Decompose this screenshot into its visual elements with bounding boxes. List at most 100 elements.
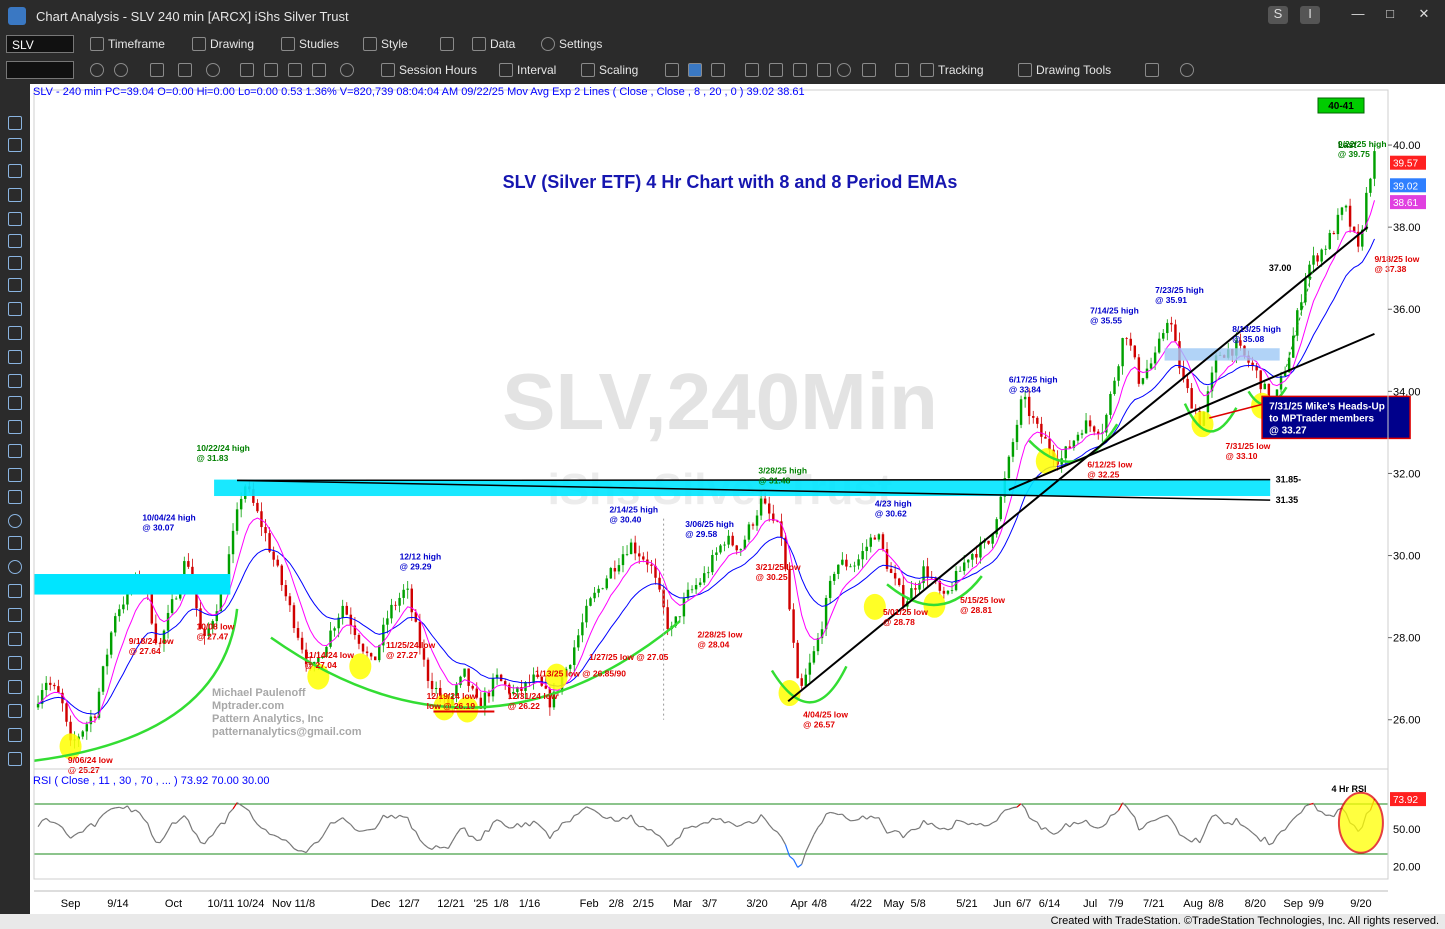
x-tick-label: Nov <box>272 898 292 910</box>
hide-drawings-icon[interactable] <box>1180 63 1194 77</box>
rsi-segment <box>906 829 912 834</box>
regression-icon[interactable] <box>8 278 22 292</box>
fibonacci-icon[interactable] <box>8 302 22 316</box>
zoom-out-icon[interactable] <box>745 63 759 77</box>
candlestick-icon[interactable] <box>688 63 702 77</box>
text-icon[interactable] <box>8 608 22 622</box>
x-tick-label: 8/20 <box>1245 898 1266 910</box>
rsi-tag-box <box>1390 792 1426 807</box>
data-menu[interactable]: Data <box>490 37 516 51</box>
zoom-in-icon[interactable] <box>769 63 783 77</box>
session-hours-menu[interactable]: Session Hours <box>399 63 478 77</box>
interval-menu[interactable]: Interval <box>517 63 557 77</box>
rectangle-icon[interactable] <box>8 536 22 550</box>
text-tool-icon[interactable] <box>1145 63 1159 77</box>
style-menu[interactable]: Style <box>381 37 408 51</box>
rsi-segment <box>797 863 803 868</box>
interval-link-i-button[interactable]: I <box>1300 6 1320 24</box>
gann-icon[interactable] <box>8 374 22 388</box>
alert-icon[interactable] <box>340 63 354 77</box>
crosshair-tool-icon[interactable] <box>8 138 22 152</box>
rsi-segment <box>996 814 1002 822</box>
symbol-link-s-button[interactable]: S <box>1268 6 1288 24</box>
drawing-menu[interactable]: Drawing <box>210 37 255 51</box>
square-icon[interactable] <box>8 584 22 598</box>
rsi-segment <box>1215 814 1221 820</box>
rsi-segment <box>935 826 941 830</box>
refresh-icon[interactable] <box>90 63 104 77</box>
print-icon[interactable] <box>288 63 302 77</box>
tracking-menu[interactable]: Tracking <box>938 63 984 77</box>
scroll-right-icon[interactable] <box>817 63 831 77</box>
candle-body <box>365 651 369 654</box>
chart-area[interactable]: SLV,240Min iShs Silver Trust 31.85-31.35… <box>30 84 1445 914</box>
magnifier-icon[interactable] <box>837 63 851 77</box>
ellipse-icon[interactable] <box>8 560 22 574</box>
rsi-segment <box>1224 822 1229 825</box>
candle-body <box>853 565 856 567</box>
candle-body <box>1369 178 1372 193</box>
sync-icon[interactable] <box>114 63 128 77</box>
y-tick-label: 36.00 <box>1393 304 1421 316</box>
drawing-tools-menu[interactable]: Drawing Tools <box>1036 63 1112 77</box>
pan-icon[interactable] <box>862 63 876 77</box>
speed-icon[interactable] <box>206 63 220 77</box>
speedline-icon[interactable] <box>8 350 22 364</box>
x-tick-label: 9/9 <box>1309 898 1324 910</box>
symbol-input[interactable]: SLV <box>6 35 74 53</box>
candle-body <box>812 651 816 663</box>
maximize-icon[interactable]: □ <box>1386 6 1394 21</box>
andrews-icon[interactable] <box>8 444 22 458</box>
more-tools-icon[interactable] <box>8 752 22 766</box>
lock-icon[interactable] <box>8 728 22 742</box>
studies-menu[interactable]: Studies <box>299 37 340 51</box>
arc-icon[interactable] <box>8 514 22 528</box>
vertical-line-icon[interactable] <box>8 234 22 248</box>
layout-icon[interactable] <box>440 37 454 51</box>
crosshair-icon[interactable] <box>178 63 192 77</box>
pointer-icon[interactable] <box>8 116 22 130</box>
eraser-icon[interactable] <box>8 656 22 670</box>
channel-icon[interactable] <box>8 256 22 270</box>
window-icon[interactable] <box>264 63 278 77</box>
arrow-icon[interactable] <box>8 490 22 504</box>
price-annotation: @ 26.22 <box>508 701 540 711</box>
image-icon[interactable] <box>240 63 254 77</box>
scaling-menu[interactable]: Scaling <box>599 63 639 77</box>
rsi-segment <box>277 836 283 841</box>
rsi-segment <box>553 829 559 833</box>
hand-icon[interactable] <box>8 704 22 718</box>
candle-hollow-icon[interactable] <box>711 63 725 77</box>
rsi-segment <box>594 809 599 814</box>
cycle-icon[interactable] <box>8 420 22 434</box>
scroll-left-icon[interactable] <box>793 63 807 77</box>
candle-body <box>568 664 572 669</box>
minimize-icon[interactable]: — <box>1351 6 1365 21</box>
ruler-icon[interactable] <box>8 632 22 646</box>
candle-body <box>642 556 645 560</box>
rsi-segment <box>1195 837 1201 844</box>
rotate-icon[interactable] <box>312 63 326 77</box>
timeframe-menu[interactable]: Timeframe <box>108 37 165 51</box>
highlighter-icon[interactable] <box>8 680 22 694</box>
candle-body <box>361 643 365 652</box>
rsi-segment <box>805 843 811 853</box>
rsi-segment <box>204 837 210 845</box>
bar-chart-icon[interactable] <box>665 63 679 77</box>
triangle-icon[interactable] <box>8 326 22 340</box>
fib-time-icon[interactable] <box>8 396 22 410</box>
rsi-segment <box>1292 814 1298 820</box>
horizontal-line-icon[interactable] <box>8 212 22 226</box>
pitchfork-icon[interactable] <box>8 468 22 482</box>
rsi-tag-label: 73.92 <box>1393 795 1418 806</box>
close-icon[interactable]: ✕ <box>1418 6 1430 21</box>
rsi-segment <box>1272 835 1278 844</box>
settings-menu[interactable]: Settings <box>559 37 603 51</box>
trendline-icon[interactable] <box>8 164 22 178</box>
data-window-icon[interactable] <box>895 63 909 77</box>
ray-icon[interactable] <box>8 188 22 202</box>
rsi-segment <box>1138 827 1144 831</box>
price-chart-svg[interactable]: SLV,240Min iShs Silver Trust 31.85-31.35… <box>30 84 1445 914</box>
grid-icon[interactable] <box>150 63 164 77</box>
interval-input[interactable] <box>6 61 74 79</box>
